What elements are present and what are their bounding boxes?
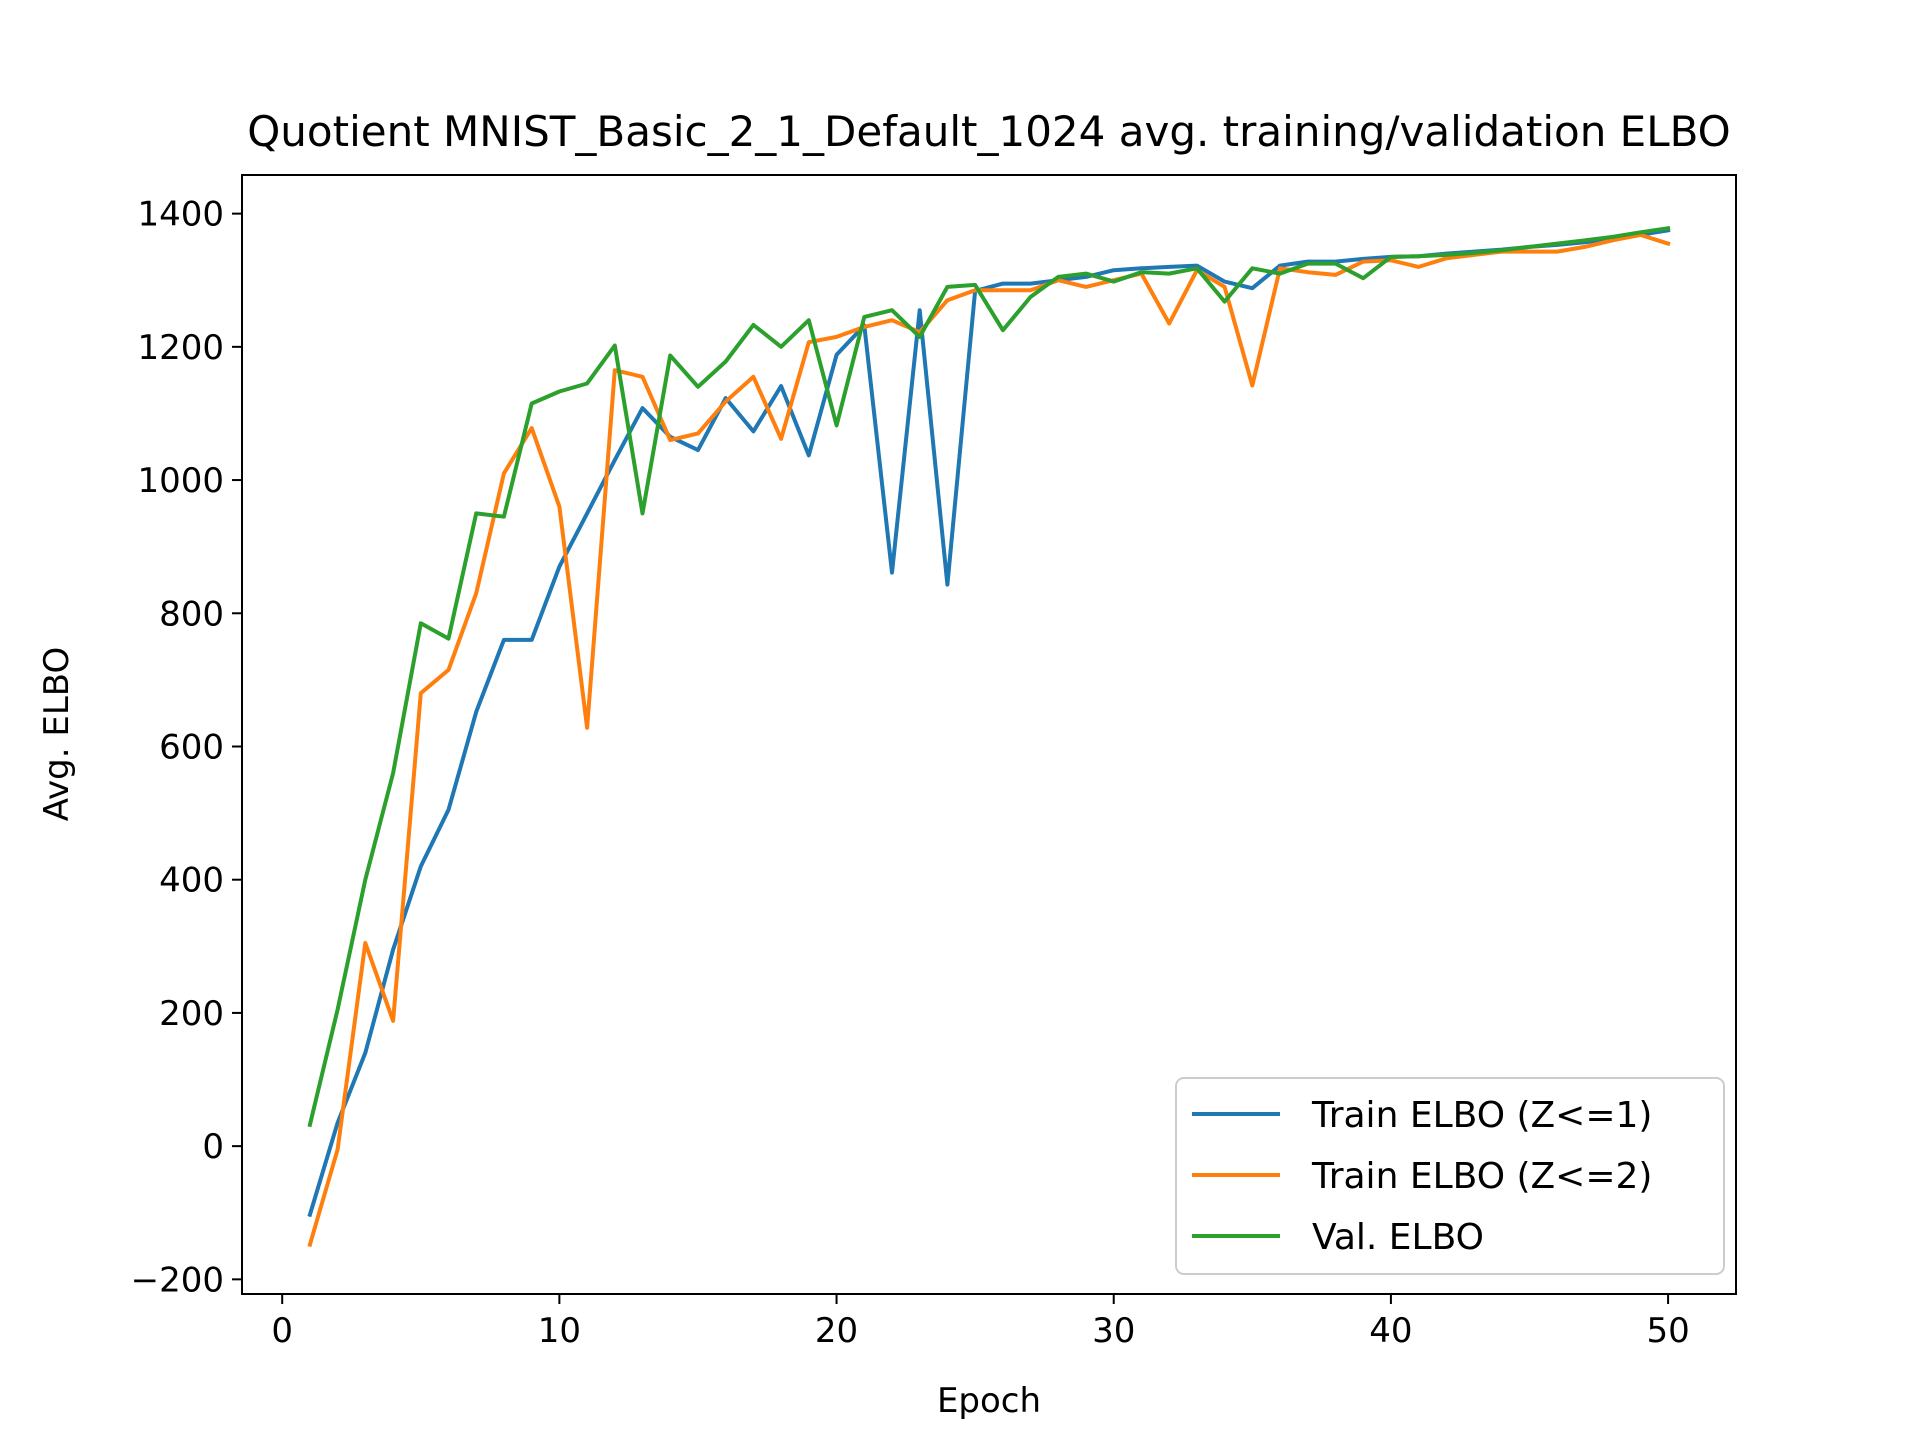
y-tick-label-7: 1200: [137, 328, 224, 368]
y-axis-label: Avg. ELBO: [37, 647, 77, 822]
y-tick-label-6: 1000: [137, 461, 224, 501]
y-tick-label-5: 800: [159, 594, 224, 634]
ticks-layer: 0 10 20 30 40 50 −200 0 200 400 600 800 1000 1200 1400: [131, 195, 1690, 1351]
legend: Train ELBO (Z<=1) Train ELBO (Z<=2) Val.…: [1175, 1077, 1725, 1275]
x-axis-label: Epoch: [937, 1381, 1041, 1421]
legend-box: [1175, 1077, 1725, 1275]
series-line-1: [307, 232, 1671, 1248]
x-tick-label-5: 50: [1646, 1311, 1689, 1351]
x-tick-label-0: 0: [271, 1311, 293, 1351]
x-tick-label-1: 10: [538, 1311, 581, 1351]
series-line-2: [307, 226, 1671, 1128]
plot-area-frame: [241, 174, 1737, 1295]
y-tick-label-1: 0: [202, 1127, 224, 1167]
y-tick-label-3: 400: [159, 861, 224, 901]
legend-label-train-z2: Train ELBO (Z<=2): [1311, 1156, 1652, 1197]
y-tick-label-2: 200: [159, 994, 224, 1034]
x-tick-label-2: 20: [815, 1311, 858, 1351]
legend-label-train-z1: Train ELBO (Z<=1): [1311, 1095, 1652, 1136]
x-tick-label-3: 30: [1092, 1311, 1135, 1351]
legend-label-val: Val. ELBO: [1312, 1217, 1484, 1258]
y-tick-label-0: −200: [131, 1260, 224, 1300]
y-tick-label-8: 1400: [137, 195, 224, 235]
y-tick-label-4: 600: [159, 727, 224, 767]
series-layer: [307, 226, 1671, 1248]
chart-title: Quotient MNIST_Basic_2_1_Default_1024 av…: [247, 107, 1731, 156]
x-tick-label-4: 40: [1369, 1311, 1412, 1351]
